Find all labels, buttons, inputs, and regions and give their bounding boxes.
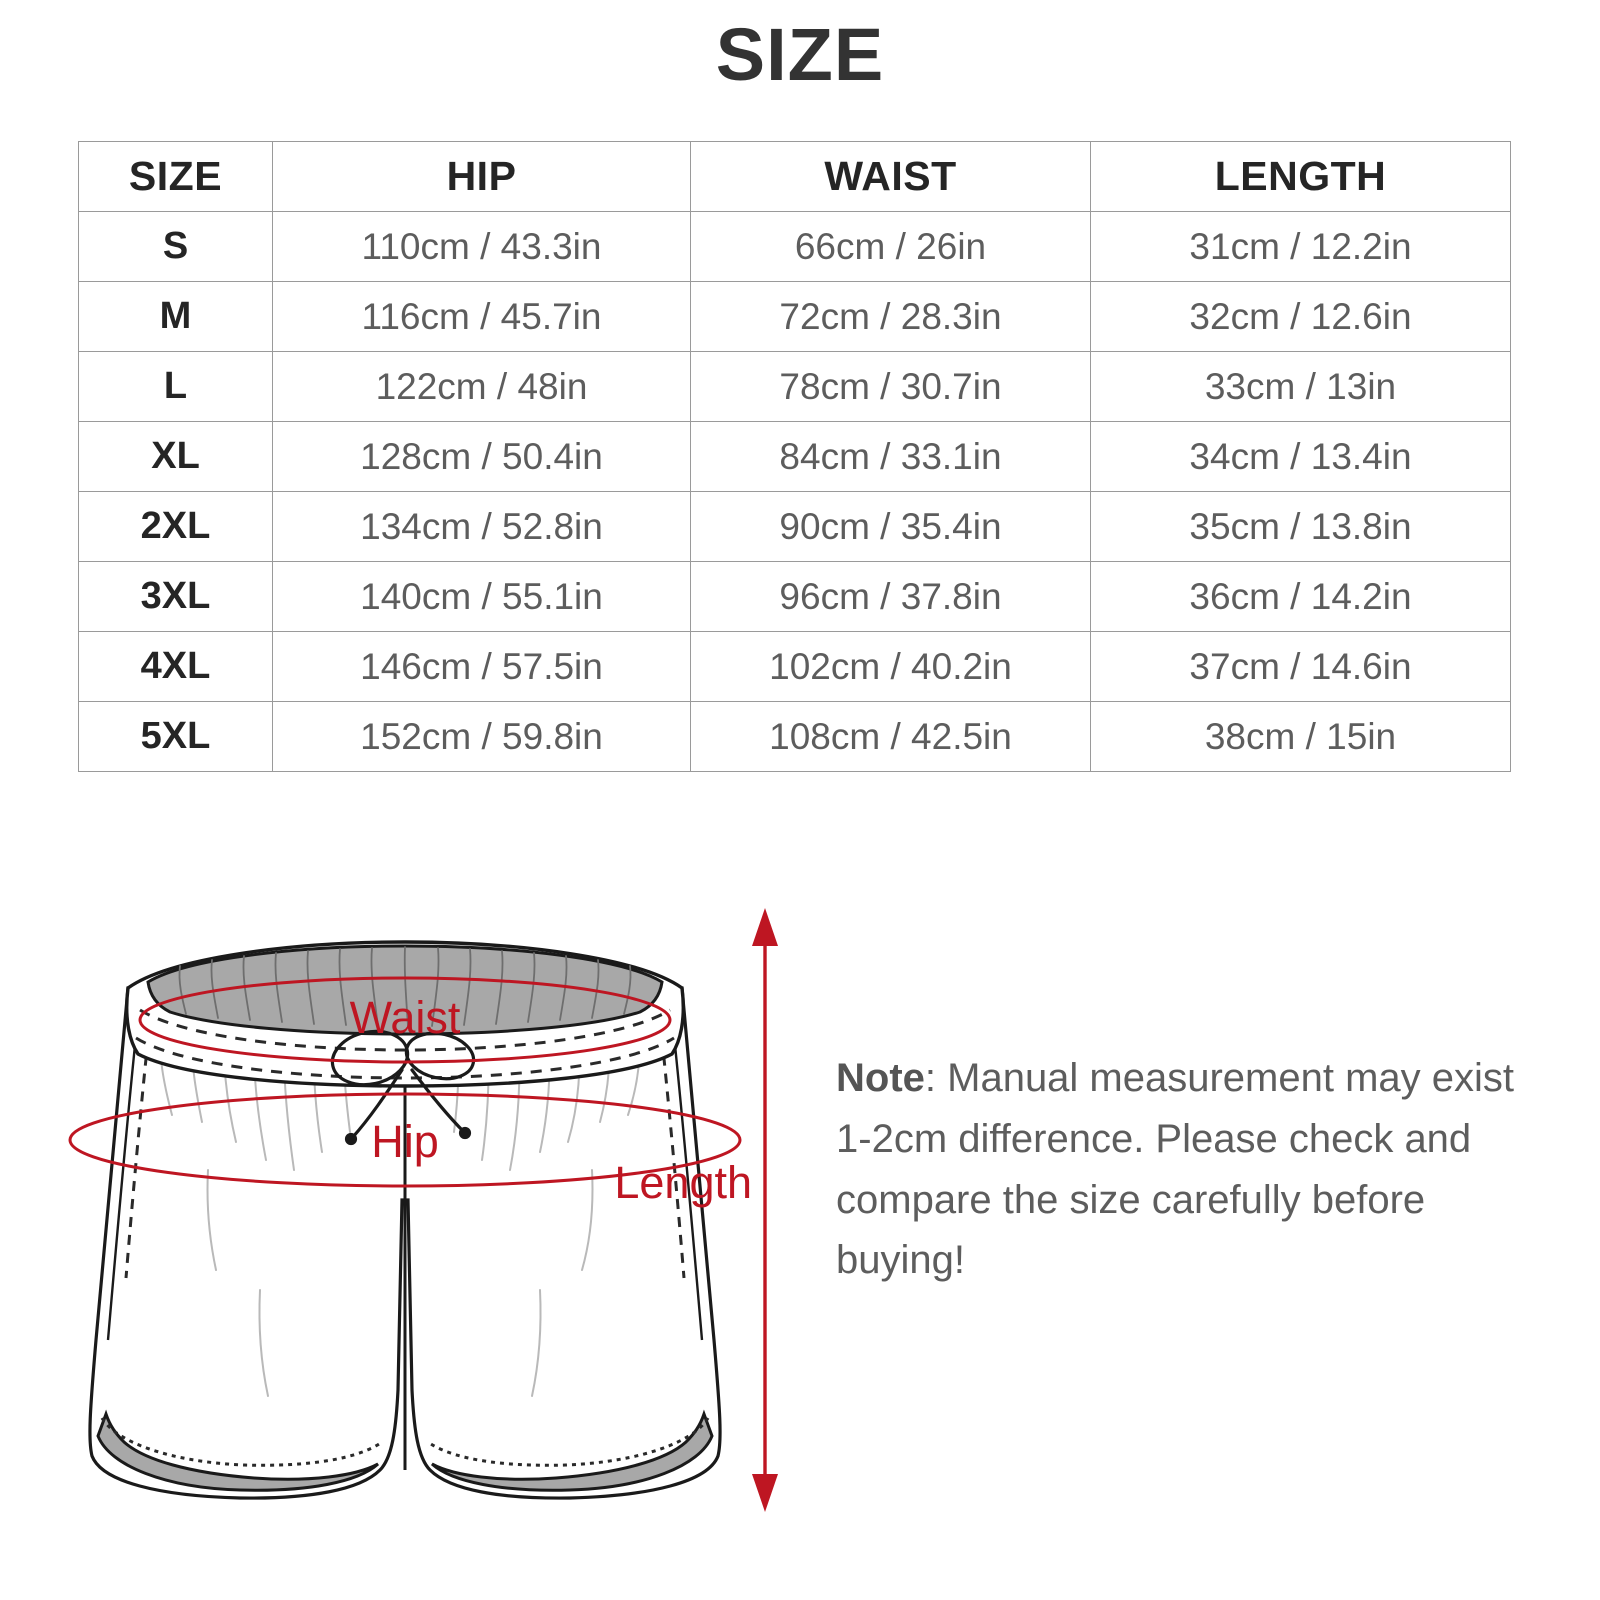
cell-size: XL [78, 421, 273, 492]
cell-length: 35cm / 13.8in [1090, 491, 1511, 562]
cell-size: S [78, 211, 273, 282]
drawstring-bow-icon [330, 1029, 476, 1146]
cell-length: 36cm / 14.2in [1090, 561, 1511, 632]
left-hem-cuff [96, 1409, 380, 1492]
hip-label: Hip [371, 1116, 439, 1167]
cell-hip: 140cm / 55.1in [272, 561, 691, 632]
left-pocket-stitch [124, 1001, 154, 1279]
table-row: XL 128cm / 50.4in 84cm / 33.1in 34cm / 1… [78, 421, 1511, 492]
table-row: S 110cm / 43.3in 66cm / 26in 31cm / 12.2… [78, 211, 1511, 282]
note-separator: : [924, 1056, 948, 1100]
shorts-body-outline [88, 986, 722, 1500]
cell-length: 32cm / 12.6in [1090, 281, 1511, 352]
cell-length: 38cm / 15in [1090, 701, 1511, 772]
hip-measure-ellipse [68, 1092, 742, 1188]
column-header-length: LENGTH [1090, 141, 1511, 212]
page-title: SIZE [715, 13, 885, 96]
cell-size: M [78, 281, 273, 352]
waist-measure-ellipse [138, 976, 672, 1064]
cell-waist: 66cm / 26in [690, 211, 1091, 282]
note-label: Note [836, 1056, 925, 1100]
shorts-garment-icon [88, 940, 722, 1500]
cell-waist: 108cm / 42.5in [690, 701, 1091, 772]
length-arrow-head-top [752, 908, 778, 946]
waistband-stitch-lower [135, 1036, 675, 1080]
cell-hip: 146cm / 57.5in [272, 631, 691, 702]
waist-label: Waist [350, 992, 461, 1043]
length-measure-arrow [752, 908, 778, 1512]
elastic-ruche-lines [178, 946, 632, 1027]
table-row: 4XL 146cm / 57.5in 102cm / 40.2in 37cm /… [78, 631, 1511, 702]
cell-size: 5XL [78, 701, 273, 772]
right-hem-cuff [430, 1409, 714, 1492]
cell-waist: 78cm / 30.7in [690, 351, 1091, 422]
cell-hip: 128cm / 50.4in [272, 421, 691, 492]
length-arrow-head-bottom [752, 1474, 778, 1512]
table-row: L 122cm / 48in 78cm / 30.7in 33cm / 13in [78, 351, 1511, 422]
note-text: Manual measurement may exist 1-2cm diffe… [836, 1056, 1515, 1283]
shorts-measurement-diagram: Waist Hip Length [40, 870, 830, 1550]
cell-size: 2XL [78, 491, 273, 562]
cell-hip: 152cm / 59.8in [272, 701, 691, 772]
cell-hip: 110cm / 43.3in [272, 211, 691, 282]
right-hem-stitch [427, 1417, 710, 1467]
cell-waist: 84cm / 33.1in [690, 421, 1091, 492]
cell-size: L [78, 351, 273, 422]
table-row: 2XL 134cm / 52.8in 90cm / 35.4in 35cm / … [78, 491, 1511, 562]
cell-waist: 90cm / 35.4in [690, 491, 1091, 562]
cell-size: 3XL [78, 561, 273, 632]
table-header-row: SIZE HIP WAIST LENGTH [78, 141, 1511, 212]
cell-hip: 122cm / 48in [272, 351, 691, 422]
column-header-hip: HIP [272, 141, 691, 212]
cell-size: 4XL [78, 631, 273, 702]
cell-waist: 96cm / 37.8in [690, 561, 1091, 632]
size-table-container: SIZE HIP WAIST LENGTH S 110cm / 43.3in 6… [78, 141, 1511, 772]
cell-length: 33cm / 13in [1090, 351, 1511, 422]
column-header-size: SIZE [78, 141, 273, 212]
cell-hip: 134cm / 52.8in [272, 491, 691, 562]
cell-length: 31cm / 12.2in [1090, 211, 1511, 282]
column-header-waist: WAIST [690, 141, 1091, 212]
size-chart-table: SIZE HIP WAIST LENGTH S 110cm / 43.3in 6… [78, 141, 1511, 772]
table-row: M 116cm / 45.7in 72cm / 28.3in 32cm / 12… [78, 281, 1511, 352]
cell-waist: 102cm / 40.2in [690, 631, 1091, 702]
table-row: 5XL 152cm / 59.8in 108cm / 42.5in 38cm /… [78, 701, 1511, 772]
right-pocket-stitch [656, 1001, 686, 1279]
length-label: Length [614, 1157, 752, 1208]
table-row: 3XL 140cm / 55.1in 96cm / 37.8in 36cm / … [78, 561, 1511, 632]
cell-length: 37cm / 14.6in [1090, 631, 1511, 702]
cell-hip: 116cm / 45.7in [272, 281, 691, 352]
left-hem-stitch [100, 1417, 383, 1467]
cell-waist: 72cm / 28.3in [690, 281, 1091, 352]
cell-length: 34cm / 13.4in [1090, 421, 1511, 492]
note-block: Note: Manual measurement may exist 1-2cm… [836, 1048, 1526, 1291]
